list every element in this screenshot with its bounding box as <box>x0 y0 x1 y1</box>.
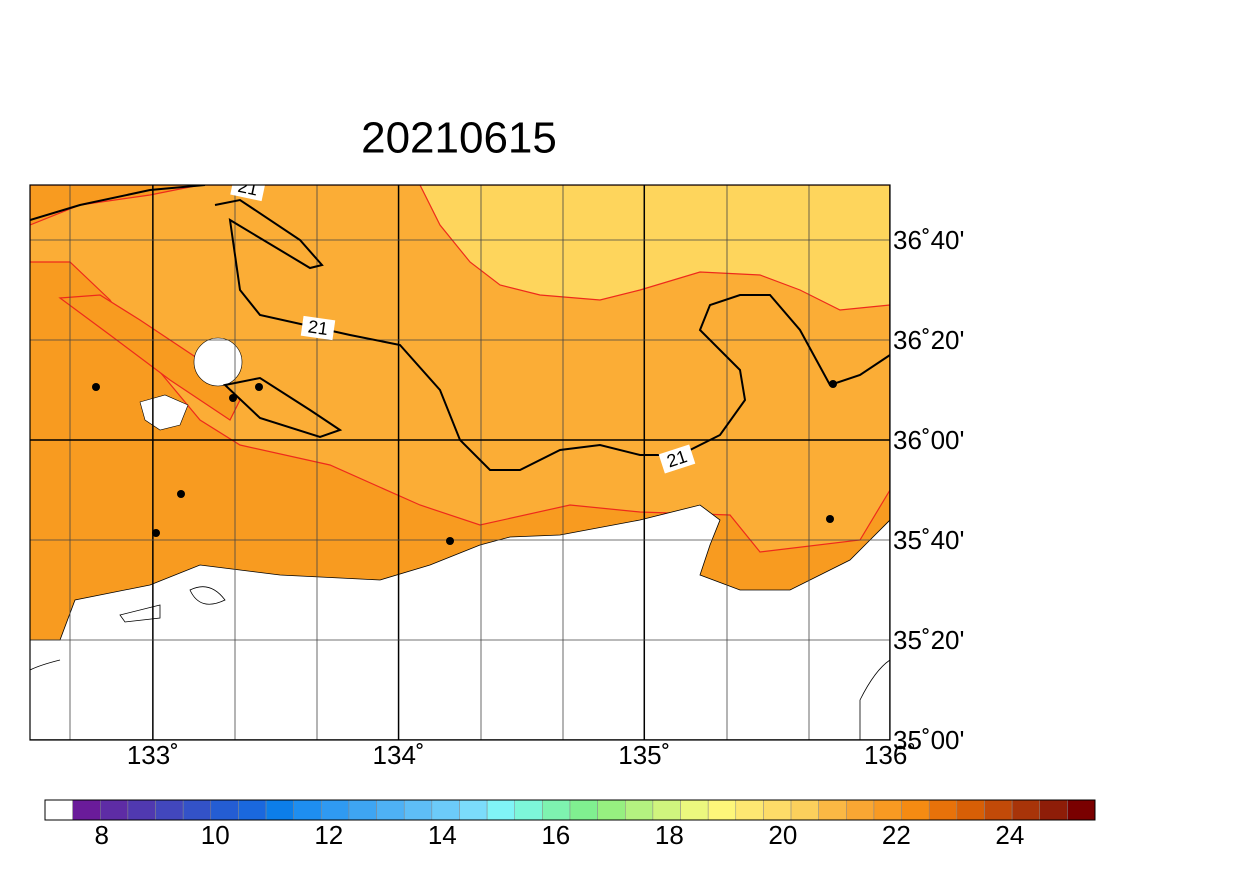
colorbar-box <box>238 799 267 821</box>
colorbar-box <box>625 799 654 821</box>
contour-label-box: 21 <box>658 444 696 474</box>
lat-tick-label: 35˚40' <box>893 525 964 555</box>
station <box>255 383 263 391</box>
minor-grid <box>69 185 810 740</box>
colorbar-box <box>846 799 875 821</box>
colorbar-box <box>265 799 294 821</box>
colorbar-box <box>901 799 930 821</box>
map-title: 20210615 <box>361 114 557 163</box>
colorbar-box <box>459 799 488 821</box>
colorbar-box <box>210 799 239 821</box>
station <box>826 515 834 523</box>
colorbar-box <box>790 799 819 821</box>
lon-tick-label: 136˚ <box>864 740 916 770</box>
colorbar-tick-label: 18 <box>655 820 684 850</box>
lat-tick-label: 36˚40' <box>893 225 964 255</box>
colorbar-box <box>569 799 598 821</box>
colorbar-box <box>293 799 322 821</box>
colorbar-tick-label: 20 <box>768 820 797 850</box>
colorbar-box <box>1039 799 1068 821</box>
colorbar-box <box>597 799 626 821</box>
map-frame <box>29 184 891 741</box>
colorbar-box <box>155 799 184 821</box>
station <box>829 380 837 388</box>
colorbar-box <box>514 799 543 821</box>
station <box>152 529 160 537</box>
lon-tick-label: 134˚ <box>373 740 425 770</box>
colorbar-box <box>44 799 73 821</box>
colorbar-box <box>182 799 212 821</box>
colorbar-box <box>956 799 985 821</box>
contour-label-box: 21 <box>300 315 336 341</box>
map-area: 21 21 21 <box>30 176 890 740</box>
colorbar-tick-label: 12 <box>314 820 343 850</box>
colorbar-box <box>1067 799 1096 821</box>
station <box>229 394 237 402</box>
contour-label: 21 <box>236 176 260 200</box>
colorbar-box <box>72 799 101 821</box>
lat-tick-label: 36˚20' <box>893 325 964 355</box>
colorbar-box <box>680 799 709 821</box>
contour-21 <box>30 185 890 471</box>
colorbar-frame <box>44 799 1096 821</box>
contour-label-box: 21 <box>230 176 266 202</box>
colorbar-box <box>873 799 902 821</box>
colorbar-tick-label: 16 <box>541 820 570 850</box>
colorbar-box <box>652 799 681 821</box>
colorbar-box <box>928 799 958 821</box>
sea-warm-strip <box>30 185 201 226</box>
colorbar-box <box>348 799 377 821</box>
station <box>446 537 454 545</box>
lon-tick-label: 133˚ <box>127 740 179 770</box>
colorbar-tick-label: 14 <box>428 820 457 850</box>
colorbar-box <box>431 799 460 821</box>
contour-label: 21 <box>307 316 330 339</box>
colorbar-box <box>100 799 129 821</box>
colorbar-box <box>542 799 571 821</box>
colorbar-tick-label: 8 <box>95 820 109 850</box>
colorbar-box <box>127 799 156 821</box>
colorbar-tick-label: 10 <box>201 820 230 850</box>
colorbar-box <box>763 799 792 821</box>
label-bg <box>658 444 696 474</box>
lon-tick-label: 135˚ <box>618 740 670 770</box>
station <box>177 490 185 498</box>
colorbar-box <box>1011 799 1040 821</box>
colorbar-box <box>818 799 847 821</box>
lat-tick-label: 35˚00' <box>893 725 964 755</box>
lat-tick-label: 35˚20' <box>893 625 964 655</box>
colorbar-box <box>735 799 764 821</box>
colorbar-box <box>321 799 350 821</box>
label-bg <box>300 315 336 341</box>
land <box>30 504 890 740</box>
colorbar-box <box>984 799 1013 821</box>
coastline-detail <box>30 586 890 740</box>
colorbar-tick-label: 24 <box>995 820 1024 850</box>
colorbar-box <box>486 799 515 821</box>
island <box>139 394 189 431</box>
colorbar-box <box>376 799 405 821</box>
sea-cool <box>419 185 890 311</box>
colorbar-box <box>707 799 737 821</box>
label-bg <box>230 185 266 202</box>
colorbar-tick-label: 22 <box>882 820 911 850</box>
colorbar: 8 10 12 14 16 18 20 22 24 <box>44 799 1096 850</box>
stations <box>92 380 837 545</box>
lat-tick-label: 36˚00' <box>893 425 964 455</box>
island <box>193 337 243 387</box>
colorbar-box <box>403 799 433 821</box>
station <box>92 383 100 391</box>
